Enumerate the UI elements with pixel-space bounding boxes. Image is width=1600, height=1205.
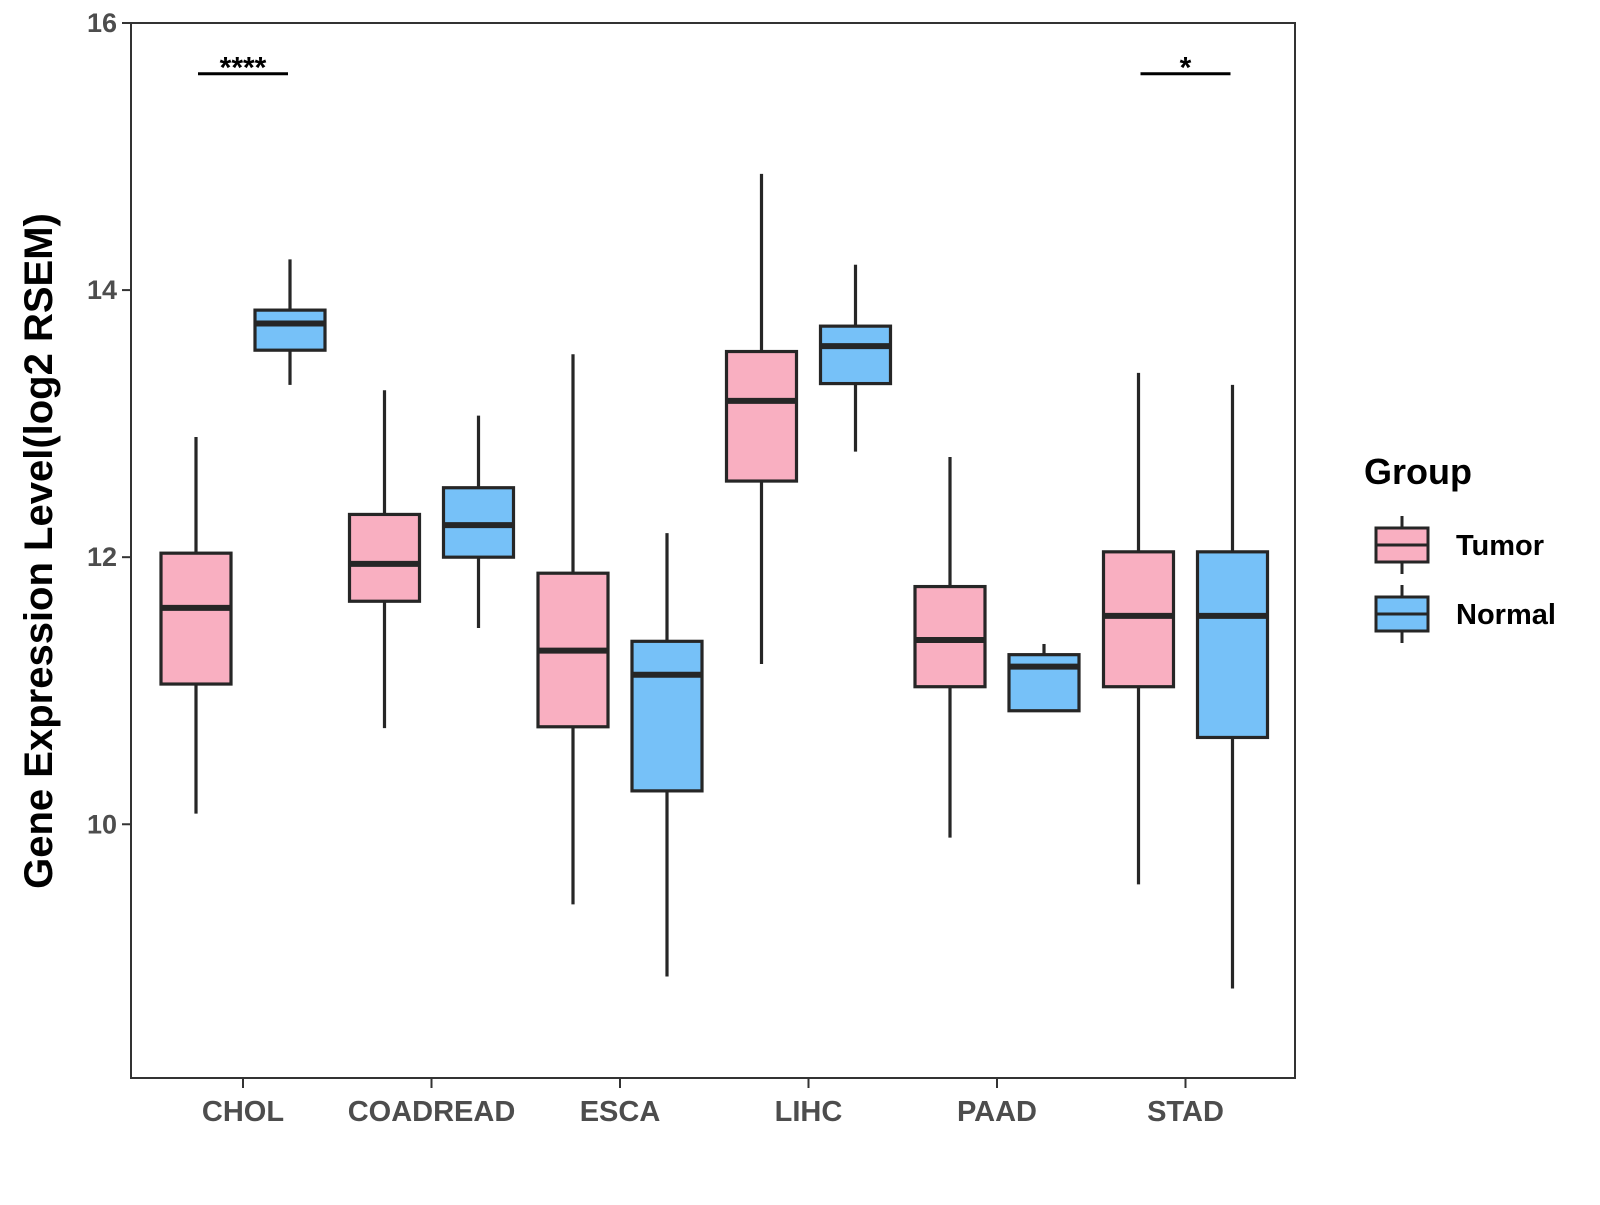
y-tick-label: 14	[87, 275, 117, 305]
box-tumor-chol	[159, 436, 233, 814]
y-axis-label: Gene Expression Level(log2 RSEM)	[17, 213, 61, 889]
x-axis: CHOL COADREAD ESCA LIHC PAAD STAD	[202, 1078, 1224, 1128]
x-tick-label: COADREAD	[348, 1096, 516, 1128]
box-normal-paad	[1007, 643, 1081, 713]
box-body	[818, 324, 893, 386]
box-body	[1195, 550, 1270, 740]
significance-chol: ****	[198, 52, 288, 85]
significance-label: *	[1180, 52, 1192, 85]
plot-panel-border	[130, 22, 1296, 1079]
x-tick-label: ESCA	[580, 1096, 661, 1128]
legend-title: Group	[1364, 451, 1472, 492]
legend-label: Normal	[1456, 599, 1556, 631]
legend-label: Tumor	[1456, 530, 1544, 562]
x-tick-label: LIHC	[775, 1096, 843, 1128]
box-tumor-lihc	[724, 173, 799, 665]
box-normal-stad	[1195, 384, 1270, 989]
y-axis: 10 12 14 16	[87, 8, 131, 839]
box-body	[347, 512, 422, 603]
box-normal-esca	[630, 533, 704, 977]
legend-item-tumor: Tumor	[1374, 516, 1544, 574]
box-body	[253, 308, 327, 352]
box-body	[724, 349, 799, 483]
box-normal-lihc	[818, 264, 893, 452]
box-tumor-stad	[1101, 372, 1176, 885]
y-tick-label: 16	[87, 8, 117, 38]
x-tick-label: STAD	[1147, 1096, 1224, 1128]
x-tick-label: CHOL	[202, 1096, 284, 1128]
box-series	[159, 173, 1270, 989]
box-normal-chol	[253, 259, 327, 385]
significance-stad: *	[1140, 52, 1231, 85]
box-body	[913, 584, 987, 689]
legend-item-normal: Normal	[1374, 585, 1556, 643]
y-tick-label: 12	[87, 542, 117, 572]
significance-label: ****	[220, 52, 267, 85]
box-body	[1007, 653, 1081, 713]
box-body	[159, 551, 233, 686]
y-tick-label: 10	[87, 809, 117, 839]
box-body	[630, 639, 704, 793]
significance-annotations: **** *	[198, 52, 1231, 85]
box-tumor-paad	[913, 457, 987, 838]
box-body	[1101, 550, 1176, 689]
legend: Group Tumor Normal	[1364, 451, 1556, 643]
box-tumor-coadread	[347, 390, 422, 729]
x-tick-label: PAAD	[957, 1096, 1037, 1128]
box-normal-coadread	[441, 415, 516, 628]
box-tumor-esca	[536, 354, 610, 905]
